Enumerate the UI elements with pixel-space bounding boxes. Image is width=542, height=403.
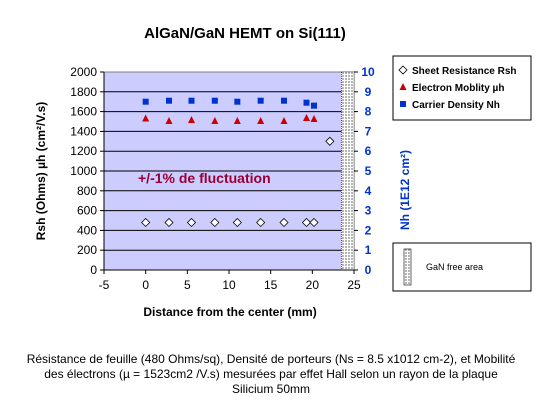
y-right-tick-label: 10 xyxy=(361,65,375,79)
data-point-square xyxy=(211,97,218,104)
y-right-tick-label: 9 xyxy=(365,85,372,99)
data-point-diamond xyxy=(309,217,319,228)
data-point-triangle xyxy=(310,115,318,123)
y-right-tick-label: 5 xyxy=(365,164,372,178)
legend-marker-square xyxy=(400,101,406,107)
data-point-triangle xyxy=(165,117,173,125)
series-legend xyxy=(392,55,532,121)
data-point-triangle xyxy=(188,116,195,124)
x-axis: -5 0 5 10 15 20 25 xyxy=(99,269,361,292)
data-point-diamond xyxy=(256,217,266,228)
gan-free-area-legend xyxy=(392,242,532,292)
legend-marker-triangle xyxy=(399,83,407,90)
caption-line-2: des électrons (µ = 1523cm2 /V.s) mesurée… xyxy=(44,367,498,381)
gan-free-area-shade xyxy=(341,71,355,271)
hall-chart: AlGaN/GaN HEMT on Si(111) 02004006008001… xyxy=(34,25,532,319)
x-tick-label: 5 xyxy=(184,278,191,292)
data-point-square xyxy=(257,97,264,104)
y-left-tick-label: 1400 xyxy=(70,124,97,138)
x-axis-label: Distance from the center (mm) xyxy=(143,305,316,319)
data-point-triangle xyxy=(280,117,288,125)
data-point-square xyxy=(311,102,317,109)
y-right-axis: 0 1 2 3 4 5 6 7 8 9 10 xyxy=(354,65,375,277)
y-left-tick-label: 2000 xyxy=(70,65,97,79)
gan-free-area-legend-swatch xyxy=(403,248,412,286)
gan-free-area-legend-label: GaN free area xyxy=(426,262,483,272)
data-point-diamond xyxy=(210,217,220,228)
x-tick-label: 25 xyxy=(347,278,361,292)
y-left-tick-label: 0 xyxy=(90,263,97,277)
y-right-tick-label: 1 xyxy=(365,243,372,257)
legend-label: Carrier Density Nh xyxy=(412,100,500,111)
figure-caption: Résistance de feuille (480 Ohms/sq), Den… xyxy=(0,352,542,397)
x-tick-label: 20 xyxy=(306,278,320,292)
x-tick-label: 10 xyxy=(222,278,236,292)
legend-items: Sheet Resistance Rsh Electron Moblity µh C… xyxy=(398,65,517,111)
data-point-diamond xyxy=(232,217,242,228)
caption-line-1: Résistance de feuille (480 Ohms/sq), Den… xyxy=(26,352,516,366)
data-point-triangle xyxy=(303,114,310,122)
data-point-square xyxy=(303,99,310,106)
fluctuation-annotation: +/-1% de fluctuation xyxy=(138,170,271,186)
data-points xyxy=(141,97,335,228)
y-right-tick-label: 8 xyxy=(365,105,372,119)
data-point-triangle xyxy=(233,117,241,125)
data-point-square xyxy=(166,97,172,104)
y-left-axis-label: Rsh (Ohms) µh (cm²/V.s) xyxy=(34,102,48,241)
y-left-tick-label: 800 xyxy=(77,184,97,198)
y-right-tick-label: 0 xyxy=(365,263,372,277)
y-right-tick-label: 4 xyxy=(365,184,372,198)
chart-title: AlGaN/GaN HEMT on Si(111) xyxy=(144,25,346,42)
y-left-tick-label: 200 xyxy=(77,243,97,257)
y-right-tick-label: 6 xyxy=(365,144,372,158)
gridlines xyxy=(104,91,354,251)
data-point-triangle xyxy=(257,117,265,125)
data-point-square xyxy=(234,98,241,105)
y-right-tick-label: 3 xyxy=(365,204,372,218)
y-right-tick-label: 2 xyxy=(365,223,372,237)
data-point-diamond xyxy=(279,217,289,228)
data-point-triangle xyxy=(211,117,219,125)
legend-marker-diamond xyxy=(398,65,408,75)
data-point-triangle xyxy=(142,114,150,122)
y-left-tick-label: 1600 xyxy=(70,105,97,119)
legend-label: Sheet Resistance Rsh xyxy=(412,66,517,77)
data-point-diamond xyxy=(301,217,312,228)
x-tick-label: 15 xyxy=(264,278,278,292)
x-tick-label: 0 xyxy=(142,278,149,292)
data-point-diamond xyxy=(186,217,197,228)
y-left-axis: 0 200 400 600 800 1000 1200 1400 1600 1800 2000 xyxy=(70,65,105,277)
data-point-diamond xyxy=(164,217,174,228)
x-tick-label: -5 xyxy=(99,278,110,292)
y-right-tick-label: 7 xyxy=(365,124,372,138)
data-point-diamond xyxy=(325,136,335,146)
data-point-square xyxy=(188,97,195,104)
data-point-square xyxy=(142,98,149,105)
y-left-tick-label: 600 xyxy=(77,204,97,218)
caption-line-3: Silicium 50mm xyxy=(231,382,310,396)
data-point-diamond xyxy=(141,217,151,228)
y-left-tick-label: 1800 xyxy=(70,85,97,99)
y-left-tick-label: 400 xyxy=(77,223,97,237)
legend-label: Electron Moblity µh xyxy=(412,83,504,94)
y-left-tick-label: 1000 xyxy=(70,164,97,178)
data-point-square xyxy=(281,97,287,104)
y-left-tick-label: 1200 xyxy=(70,144,97,158)
y-right-axis-label: Nh (1E12 cm²) xyxy=(398,150,412,230)
